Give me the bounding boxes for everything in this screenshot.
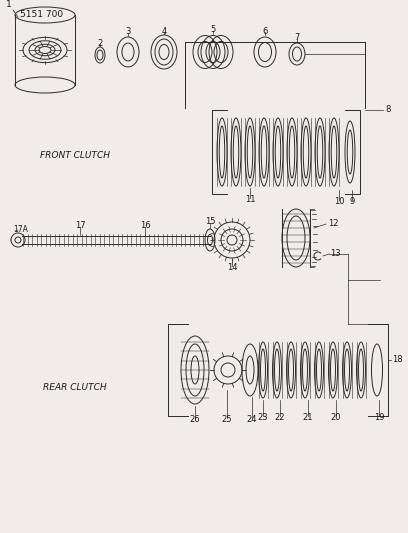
Text: 2: 2 [98,38,103,47]
Text: 5: 5 [211,26,215,35]
Text: 14: 14 [227,263,237,272]
Text: 26: 26 [190,416,200,424]
Text: 19: 19 [374,414,384,423]
Text: 11: 11 [245,196,255,205]
Text: 6: 6 [262,27,268,36]
Text: 17: 17 [75,222,85,230]
Text: 4: 4 [162,27,166,36]
Text: 7: 7 [294,34,300,43]
Text: 23: 23 [258,414,268,423]
Text: 8: 8 [385,106,390,115]
Text: 24: 24 [247,416,257,424]
Text: 9: 9 [349,198,355,206]
Text: 3: 3 [125,28,131,36]
Text: 13: 13 [330,249,341,259]
Text: 10: 10 [334,198,344,206]
Text: 21: 21 [303,414,313,423]
Text: 1: 1 [6,0,12,9]
Text: 25: 25 [222,416,232,424]
Text: 18: 18 [392,356,403,365]
Text: 5151 700: 5151 700 [20,10,63,19]
Text: 22: 22 [275,414,285,423]
Text: FRONT CLUTCH: FRONT CLUTCH [40,150,110,159]
Text: 12: 12 [328,220,339,229]
Text: 20: 20 [331,414,341,423]
Text: REAR CLUTCH: REAR CLUTCH [43,384,107,392]
Text: 15: 15 [205,217,215,227]
Text: 16: 16 [140,222,150,230]
Text: 17A: 17A [13,224,28,233]
